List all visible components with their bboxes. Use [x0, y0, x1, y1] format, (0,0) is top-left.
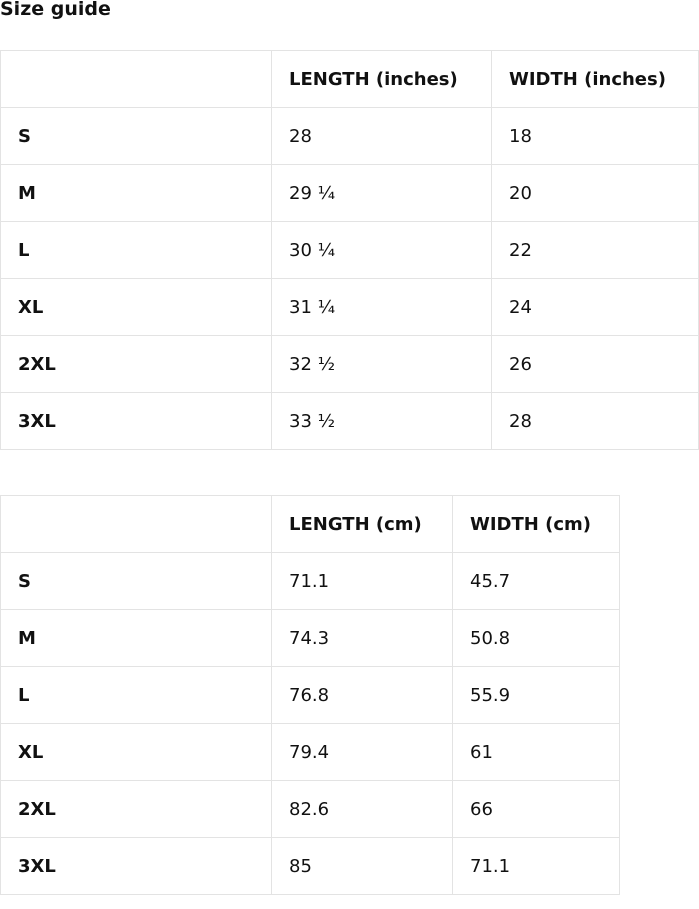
column-header: WIDTH (cm) — [452, 495, 620, 553]
size-label: 3XL — [0, 392, 272, 450]
size-label: L — [0, 666, 272, 724]
column-header — [0, 50, 272, 108]
width-cell: 22 — [491, 221, 699, 279]
width-cell: 24 — [491, 278, 699, 336]
size-label: M — [0, 609, 272, 667]
length-cell: 31 ¼ — [271, 278, 492, 336]
table-row: 3XL 85 71.1 — [0, 837, 620, 895]
table-row: XL 31 ¼ 24 — [0, 278, 699, 336]
size-label: M — [0, 164, 272, 222]
length-cell: 82.6 — [271, 780, 453, 838]
length-cell: 74.3 — [271, 609, 453, 667]
table-row: 2XL 32 ½ 26 — [0, 335, 699, 393]
length-cell: 71.1 — [271, 552, 453, 610]
width-cell: 61 — [452, 723, 620, 781]
header-row: LENGTH (cm) WIDTH (cm) — [0, 495, 620, 553]
width-cell: 26 — [491, 335, 699, 393]
table-row: XL 79.4 61 — [0, 723, 620, 781]
size-label: 2XL — [0, 335, 272, 393]
width-cell: 66 — [452, 780, 620, 838]
length-cell: 79.4 — [271, 723, 453, 781]
table-row: L 30 ¼ 22 — [0, 221, 699, 279]
length-cell: 28 — [271, 107, 492, 165]
size-label: S — [0, 552, 272, 610]
width-cell: 71.1 — [452, 837, 620, 895]
column-header: WIDTH (inches) — [491, 50, 699, 108]
size-label: L — [0, 221, 272, 279]
width-cell: 28 — [491, 392, 699, 450]
width-cell: 18 — [491, 107, 699, 165]
length-cell: 33 ½ — [271, 392, 492, 450]
width-cell: 50.8 — [452, 609, 620, 667]
width-cell: 20 — [491, 164, 699, 222]
size-table-cm: LENGTH (cm) WIDTH (cm) S 71.1 45.7 M 74.3 50.8 L… — [0, 495, 620, 895]
table-row: M 29 ¼ 20 — [0, 164, 699, 222]
size-label: 3XL — [0, 837, 272, 895]
length-cell: 32 ½ — [271, 335, 492, 393]
length-cell: 30 ¼ — [271, 221, 492, 279]
table-row: M 74.3 50.8 — [0, 609, 620, 667]
width-cell: 45.7 — [452, 552, 620, 610]
width-cell: 55.9 — [452, 666, 620, 724]
table-row: S 71.1 45.7 — [0, 552, 620, 610]
column-header — [0, 495, 272, 553]
table-row: S 28 18 — [0, 107, 699, 165]
column-header: LENGTH (inches) — [271, 50, 492, 108]
table-row: 3XL 33 ½ 28 — [0, 392, 699, 450]
length-cell: 29 ¼ — [271, 164, 492, 222]
size-label: XL — [0, 723, 272, 781]
table-row: L 76.8 55.9 — [0, 666, 620, 724]
size-label: 2XL — [0, 780, 272, 838]
column-header: LENGTH (cm) — [271, 495, 453, 553]
header-row: LENGTH (inches) WIDTH (inches) — [0, 50, 699, 108]
length-cell: 76.8 — [271, 666, 453, 724]
size-label: XL — [0, 278, 272, 336]
size-label: S — [0, 107, 272, 165]
page-title: Size guide — [0, 0, 111, 20]
table-row: 2XL 82.6 66 — [0, 780, 620, 838]
length-cell: 85 — [271, 837, 453, 895]
